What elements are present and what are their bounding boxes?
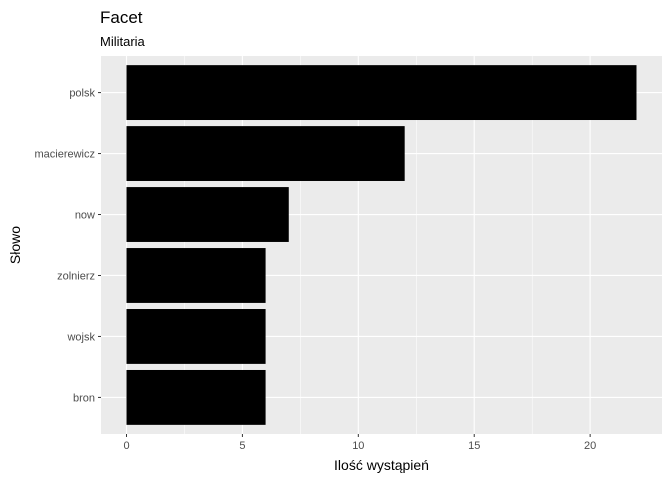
y-tick-label: now xyxy=(75,210,95,222)
x-tick-label: 5 xyxy=(239,440,245,452)
chart-title: Facet xyxy=(100,8,143,27)
bar-polsk xyxy=(126,65,637,121)
bar-macierewicz xyxy=(126,126,405,181)
x-axis: 0 5 10 15 20 xyxy=(123,434,596,452)
x-tick-label: 0 xyxy=(123,440,129,452)
bars xyxy=(126,65,637,425)
y-tick-label: zolnierz xyxy=(57,270,95,282)
bar-wojsk xyxy=(126,309,266,364)
x-tick-label: 20 xyxy=(584,440,596,452)
y-tick-label: wojsk xyxy=(66,331,95,343)
bar-now xyxy=(126,187,289,242)
x-tick-label: 10 xyxy=(352,440,364,452)
y-tick-label: bron xyxy=(73,392,95,404)
y-tick-label: macierewicz xyxy=(34,149,95,161)
bar-bron xyxy=(126,369,266,425)
y-axis: polsk macierewicz now zolnierz wojsk bron xyxy=(34,88,101,404)
y-tick-label: polsk xyxy=(69,88,95,100)
x-tick-label: 15 xyxy=(468,440,480,452)
chart-subtitle: Militaria xyxy=(100,34,146,49)
x-axis-title: Ilość wystąpień xyxy=(334,457,429,473)
bar-zolnierz xyxy=(126,248,266,303)
y-axis-title: Słowo xyxy=(7,226,23,264)
